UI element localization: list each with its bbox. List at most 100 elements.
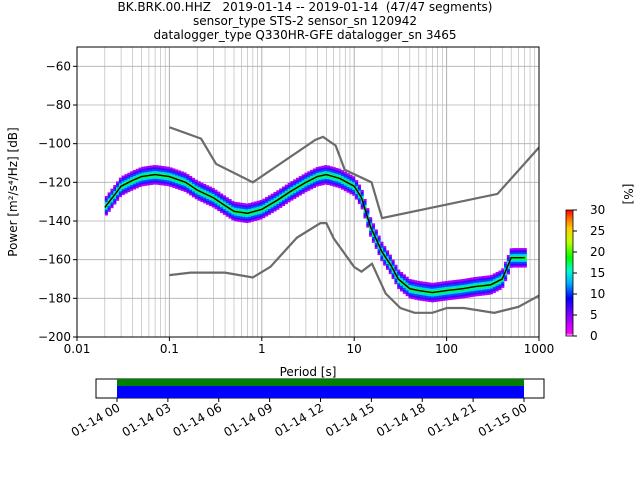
heatmap-cell <box>312 174 316 177</box>
heatmap-cell <box>492 288 496 291</box>
heatmap-cell <box>436 297 440 300</box>
heatmap-cell <box>293 196 297 199</box>
heatmap-cell <box>506 255 510 258</box>
heatmap-cell <box>453 291 457 294</box>
heatmap-cell <box>343 175 347 178</box>
heatmap-cell <box>467 281 471 284</box>
heatmap-cell <box>107 196 111 199</box>
heatmap-cell <box>180 171 184 174</box>
heatmap-cell <box>175 175 179 178</box>
heatmap-cell <box>251 213 255 216</box>
heatmap-cell <box>222 197 227 200</box>
heatmap-cell <box>149 182 153 186</box>
heatmap-cell <box>127 190 131 193</box>
heatmap-cell <box>191 191 196 194</box>
heatmap-cell <box>487 290 491 293</box>
heatmap-cell <box>324 168 328 172</box>
heatmap-cell <box>512 259 516 262</box>
heatmap-cell <box>366 225 370 228</box>
heatmap-cell <box>338 174 342 177</box>
heatmap-cell <box>206 202 210 205</box>
heatmap-cell <box>489 286 494 289</box>
heatmap-cell <box>169 167 173 170</box>
heatmap-cell <box>287 182 291 185</box>
heatmap-cell <box>177 182 182 185</box>
heatmap-cell <box>352 183 356 187</box>
heatmap-cell <box>343 171 347 174</box>
heatmap-cell <box>411 293 415 296</box>
heatmap-cell <box>422 297 426 300</box>
heatmap-cell <box>284 188 288 191</box>
heatmap-cell <box>391 275 395 278</box>
heatmap-cell <box>234 217 238 220</box>
heatmap-cell <box>259 199 263 203</box>
heatmap-cell <box>203 191 207 194</box>
heatmap-cell <box>110 190 114 193</box>
noise-models <box>169 126 539 314</box>
heatmap-cell <box>520 253 525 256</box>
heatmap-cell <box>402 291 406 294</box>
heatmap-cell <box>470 292 474 296</box>
heatmap-cell <box>439 287 443 290</box>
heatmap-cell <box>318 181 322 184</box>
x-tick-label: 0.1 <box>160 342 179 356</box>
heatmap-cell <box>231 214 235 217</box>
heatmap-cell <box>498 284 502 287</box>
heatmap-cell <box>163 175 167 179</box>
heatmap-cell <box>177 180 182 183</box>
heatmap-cell <box>315 176 319 179</box>
heatmap-cell <box>520 263 525 266</box>
heatmap-cell <box>506 256 510 260</box>
heatmap-cell <box>481 276 485 279</box>
heatmap-cell <box>352 178 356 181</box>
heatmap-cell <box>214 193 218 196</box>
heatmap-cell <box>175 184 179 187</box>
heatmap-cell <box>208 192 212 195</box>
heatmap-cell <box>172 185 176 188</box>
heatmap-cell <box>369 234 373 237</box>
heatmap-cell <box>332 178 336 181</box>
new-high-noise-model-line <box>169 126 539 220</box>
heatmap-cell <box>453 281 457 285</box>
heatmap-cell <box>116 198 120 201</box>
heatmap-cell <box>385 252 390 255</box>
heatmap-cell <box>388 254 392 257</box>
heatmap-cell <box>242 205 246 208</box>
heatmap-cell <box>270 199 274 202</box>
heatmap-cell <box>169 179 173 182</box>
heatmap-cell <box>366 210 370 213</box>
heatmap-cell <box>352 180 356 183</box>
heatmap-cell <box>475 278 480 281</box>
heatmap-cell <box>116 196 120 199</box>
y-tick-label: −100 <box>38 137 71 151</box>
heatmap-cell <box>118 193 122 196</box>
heatmap-cell <box>509 252 513 255</box>
heatmap-cell <box>234 207 238 210</box>
heatmap-cell <box>481 283 485 286</box>
heatmap-cell <box>324 174 328 177</box>
heatmap-cell <box>377 249 381 252</box>
heatmap-cell <box>132 183 137 186</box>
heatmap-cell <box>498 287 502 291</box>
heatmap-cell <box>374 229 378 232</box>
heatmap-cell <box>391 273 395 276</box>
heatmap-cell <box>189 185 193 188</box>
heatmap-cell <box>270 203 274 206</box>
heatmap-cell <box>113 196 117 199</box>
heatmap-cell <box>146 165 151 169</box>
heatmap-cell <box>248 210 252 213</box>
heatmap-cell <box>253 209 257 212</box>
heatmap-cell <box>428 288 432 291</box>
heatmap-cell <box>186 183 190 186</box>
heatmap-cell <box>253 207 257 210</box>
heatmap-cell <box>245 211 249 214</box>
heatmap-cell <box>515 255 519 258</box>
heatmap-cell <box>194 183 198 186</box>
heatmap-cell <box>326 173 331 176</box>
heatmap-cell <box>175 186 179 189</box>
heatmap-cell <box>118 191 122 194</box>
heatmap-cell <box>506 260 510 263</box>
heatmap-cell <box>346 186 350 189</box>
heatmap-cell <box>177 176 182 179</box>
heatmap-cell <box>104 201 108 204</box>
